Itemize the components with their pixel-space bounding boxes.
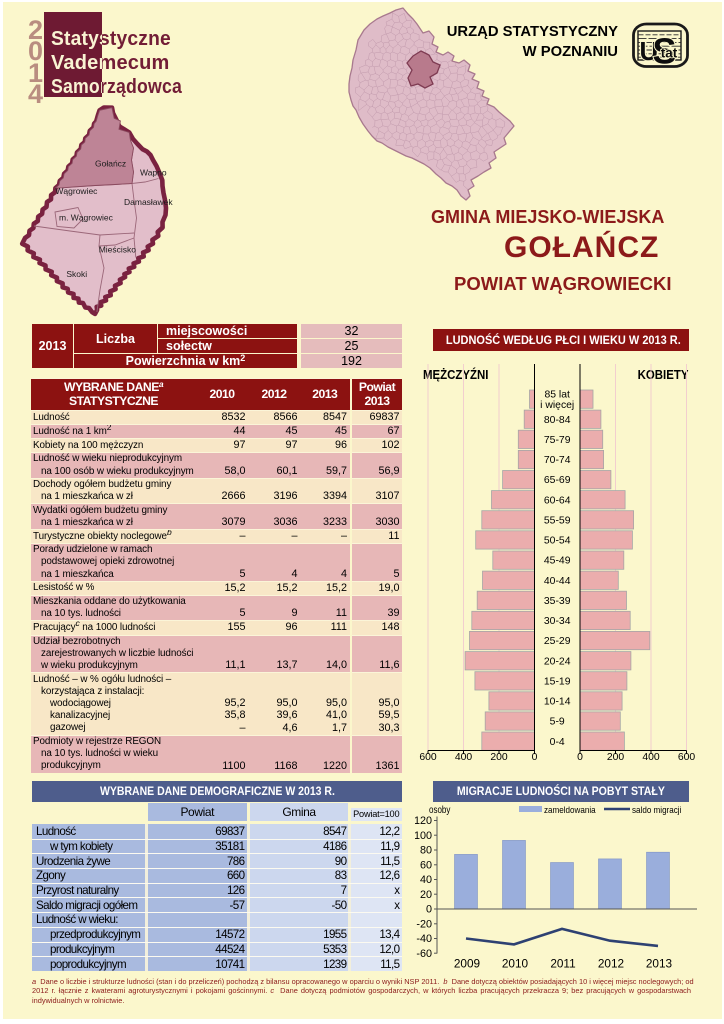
svg-text:40: 40 xyxy=(420,874,432,886)
svg-text:70-74: 70-74 xyxy=(544,455,571,466)
svg-text:0: 0 xyxy=(426,904,432,916)
svg-text:600: 600 xyxy=(419,752,437,763)
svg-text:80: 80 xyxy=(420,845,432,857)
svg-text:-40: -40 xyxy=(416,933,432,945)
svg-text:m. Wągrowiec: m. Wągrowiec xyxy=(59,213,114,223)
svg-text:2010: 2010 xyxy=(502,957,529,971)
svg-text:100: 100 xyxy=(415,830,432,842)
svg-text:Damasławek: Damasławek xyxy=(124,197,173,207)
svg-text:-20: -20 xyxy=(416,918,432,930)
svg-text:20: 20 xyxy=(420,889,432,901)
svg-text:60-64: 60-64 xyxy=(544,495,571,506)
svg-text:50-54: 50-54 xyxy=(544,536,571,547)
svg-text:Mieścisko: Mieścisko xyxy=(99,245,137,255)
svg-text:200: 200 xyxy=(607,752,625,763)
svg-text:Wągrowiec: Wągrowiec xyxy=(55,186,98,196)
svg-text:U: U xyxy=(640,36,659,66)
svg-text:65-69: 65-69 xyxy=(544,475,571,486)
svg-text:0: 0 xyxy=(577,752,583,763)
svg-text:20-24: 20-24 xyxy=(544,656,571,667)
svg-text:80-84: 80-84 xyxy=(544,415,571,426)
svg-text:30-34: 30-34 xyxy=(544,616,571,627)
svg-text:Wapno: Wapno xyxy=(140,168,167,178)
svg-text:200: 200 xyxy=(490,752,508,763)
svg-text:5-9: 5-9 xyxy=(550,717,565,728)
svg-text:Gołańcz: Gołańcz xyxy=(95,159,126,169)
svg-text:25-29: 25-29 xyxy=(544,636,571,647)
svg-text:10-14: 10-14 xyxy=(544,697,571,708)
svg-text:2011: 2011 xyxy=(550,957,575,971)
svg-text:-60: -60 xyxy=(416,948,432,960)
svg-text:400: 400 xyxy=(455,752,473,763)
svg-text:400: 400 xyxy=(642,752,660,763)
svg-text:i więcej: i więcej xyxy=(540,400,574,411)
svg-text:35-39: 35-39 xyxy=(544,596,571,607)
svg-text:120: 120 xyxy=(415,815,432,827)
svg-text:75-79: 75-79 xyxy=(544,435,571,446)
svg-text:15-19: 15-19 xyxy=(544,676,571,687)
svg-text:60: 60 xyxy=(420,859,432,871)
svg-text:45-49: 45-49 xyxy=(544,556,571,567)
svg-text:2012: 2012 xyxy=(598,957,624,971)
svg-text:2009: 2009 xyxy=(454,957,480,971)
svg-text:600: 600 xyxy=(678,752,696,763)
svg-text:tat: tat xyxy=(661,46,678,61)
svg-text:55-59: 55-59 xyxy=(544,516,571,527)
svg-text:0: 0 xyxy=(532,752,538,763)
svg-text:Skoki: Skoki xyxy=(66,269,87,279)
svg-text:S: S xyxy=(653,31,677,71)
svg-text:85 lat: 85 lat xyxy=(544,390,570,401)
svg-text:40-44: 40-44 xyxy=(544,576,571,587)
svg-text:0-4: 0-4 xyxy=(550,737,565,748)
svg-text:2013: 2013 xyxy=(646,957,673,971)
